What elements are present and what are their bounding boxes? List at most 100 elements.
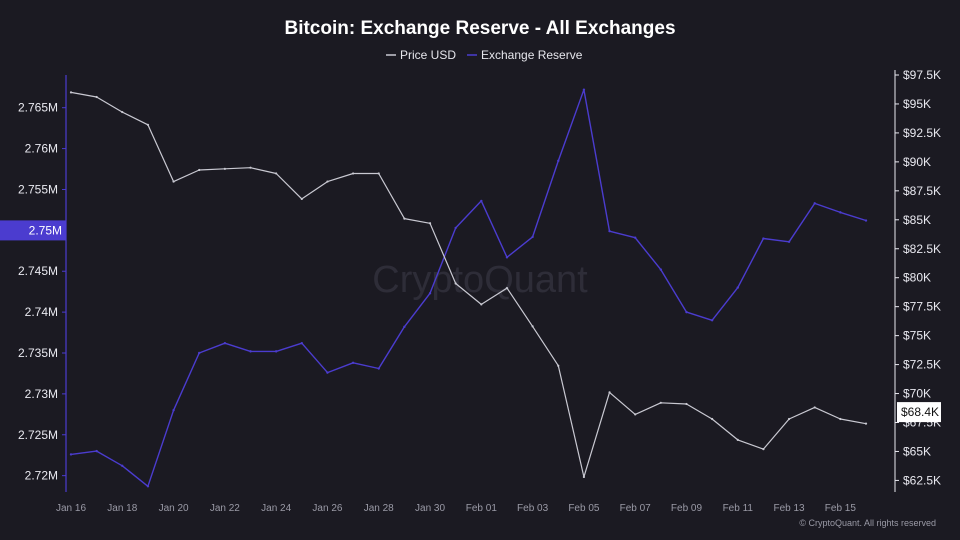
- x-tick-label: Feb 01: [466, 503, 498, 514]
- reserve-point: [223, 341, 227, 345]
- left-tick-label: 2.755M: [18, 182, 58, 196]
- reserve-point: [377, 367, 380, 370]
- reserve-point: [146, 485, 150, 488]
- price-point: [121, 110, 124, 114]
- legend: Price USD Exchange Reserve: [386, 48, 583, 62]
- series-line-price-usd[interactable]: [70, 91, 867, 478]
- price-point: [582, 475, 586, 479]
- reserve-point: [300, 341, 304, 345]
- price-point: [198, 168, 201, 172]
- reserve-point: [428, 292, 432, 295]
- x-tick-label: Feb 13: [773, 503, 805, 514]
- reserve-point: [633, 236, 637, 239]
- price-point: [300, 197, 303, 201]
- reserve-point: [787, 240, 791, 243]
- chart-title: Bitcoin: Exchange Reserve - All Exchange…: [284, 18, 675, 39]
- reserve-point: [95, 449, 98, 453]
- right-tick-label: $80K: [903, 271, 931, 285]
- price-point: [634, 413, 637, 416]
- price-point: [839, 417, 842, 421]
- price-point: [531, 325, 534, 328]
- price-point: [813, 406, 816, 409]
- price-point: [659, 401, 662, 404]
- reserve-point: [505, 256, 509, 259]
- reserve-point: [608, 229, 611, 233]
- right-tick-label: $85K: [903, 213, 931, 227]
- right-tick-label: $87.5K: [903, 184, 941, 198]
- left-tick-label: 2.73M: [25, 387, 58, 401]
- reserve-point: [454, 226, 457, 230]
- x-tick-label: Jan 30: [415, 503, 445, 514]
- x-tick-label: Jan 18: [107, 503, 137, 514]
- reserve-point: [198, 351, 201, 355]
- price-point: [505, 287, 509, 290]
- price-point: [762, 448, 765, 451]
- price-point: [223, 167, 226, 170]
- x-tick-label: Feb 11: [723, 503, 754, 514]
- x-tick-label: Feb 09: [671, 503, 703, 514]
- reserve-point: [249, 350, 252, 353]
- price-point: [69, 91, 73, 94]
- reserve-point: [864, 219, 868, 222]
- price-point: [351, 172, 355, 175]
- right-axis-ticks: $62.5K$65K$67.5K$70K$72.5K$75K$77.5K$80K…: [895, 68, 941, 487]
- price-point: [377, 172, 380, 175]
- reserve-point: [762, 237, 765, 240]
- right-tick-label: $77.5K: [903, 300, 941, 314]
- reserve-point: [172, 409, 175, 412]
- x-tick-label: Jan 22: [210, 503, 240, 514]
- reserve-point: [121, 464, 124, 468]
- x-tick-label: Jan 20: [159, 503, 189, 514]
- price-point: [787, 417, 791, 421]
- reserve-point: [403, 325, 406, 329]
- left-tick-label: 2.725M: [18, 428, 58, 442]
- x-tick-label: Feb 07: [620, 503, 652, 514]
- price-point: [249, 166, 252, 169]
- right-current-badge: $68.4K: [897, 402, 941, 423]
- left-tick-label: 2.76M: [25, 142, 58, 156]
- reserve-point: [659, 268, 663, 271]
- price-point: [454, 282, 457, 285]
- watermark: CryptoQuant: [372, 259, 588, 301]
- reserve-point: [736, 286, 739, 289]
- reserve-point: [813, 202, 816, 205]
- left-tick-label: 2.72M: [25, 469, 58, 483]
- price-point: [480, 303, 483, 306]
- reserve-point: [274, 350, 278, 353]
- reserve-point: [351, 361, 355, 365]
- reserve-point: [557, 159, 560, 163]
- price-point: [172, 180, 175, 183]
- price-point: [685, 402, 688, 406]
- right-tick-label: $92.5K: [903, 126, 941, 140]
- series-line-exchange-reserve[interactable]: [70, 89, 867, 487]
- right-tick-label: $90K: [903, 155, 931, 169]
- left-current-badge: 2.75M: [0, 220, 66, 241]
- x-tick-label: Jan 16: [56, 503, 86, 514]
- reserve-point: [710, 319, 714, 322]
- left-axis-ticks: 2.72M 2.725M 2.73M 2.735M 2.74M 2.745M 2.75M 2.…: [18, 101, 66, 483]
- right-tick-label: $62.5K: [903, 473, 941, 487]
- left-tick-label: 2.735M: [18, 346, 58, 360]
- price-point: [557, 364, 560, 367]
- reserve-point: [685, 310, 688, 314]
- copyright-credit: © CryptoQuant. All rights reserved: [799, 518, 936, 528]
- right-tick-label: $75K: [903, 329, 931, 343]
- right-tick-label: $82.5K: [903, 242, 941, 256]
- price-point: [736, 438, 739, 441]
- x-tick-label: Feb 03: [517, 503, 549, 514]
- price-point: [864, 422, 868, 425]
- reserve-point: [326, 371, 329, 374]
- right-tick-label: $97.5K: [903, 68, 941, 82]
- right-current-badge-label: $68.4K: [901, 405, 939, 419]
- legend-label-price[interactable]: Price USD: [400, 48, 456, 62]
- x-tick-label: Jan 28: [364, 503, 394, 514]
- right-tick-label: $65K: [903, 444, 931, 458]
- reserve-point: [582, 88, 586, 91]
- price-point: [95, 95, 98, 99]
- price-point: [326, 180, 329, 183]
- legend-label-reserve[interactable]: Exchange Reserve: [481, 48, 583, 62]
- left-tick-label: 2.745M: [18, 264, 58, 278]
- x-tick-label: Jan 24: [261, 503, 291, 514]
- right-tick-label: $70K: [903, 387, 931, 401]
